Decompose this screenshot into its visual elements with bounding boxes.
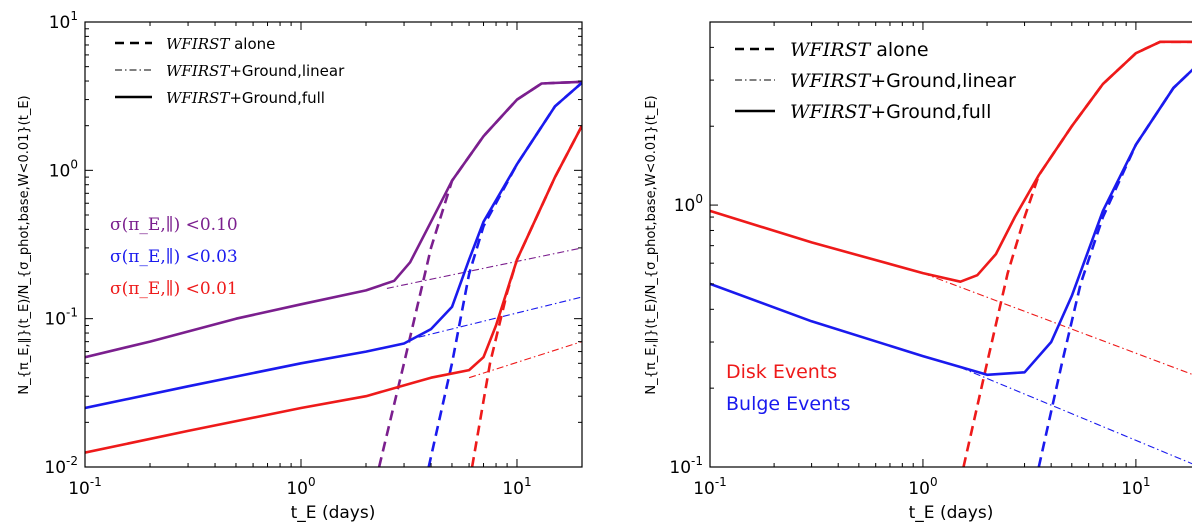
series-line-dashed-5 xyxy=(1037,68,1192,467)
series-line-dashed-5 xyxy=(427,81,582,467)
annotation-disk-events: Disk Events xyxy=(726,361,837,383)
y-axis-label-right: N_{π_E,∥}(t_E)/N_{σ_phot,base,W<0.01}(t_… xyxy=(644,95,659,394)
y-tick-label: 10-1 xyxy=(44,306,78,330)
plot-area-right xyxy=(710,40,1192,467)
annotation-sigma-003: σ(π_E,∥) <0.03 xyxy=(110,247,238,267)
series-line-solid-3 xyxy=(85,81,582,410)
legend-entry-2: WFIRST+Ground,linear xyxy=(166,62,345,80)
plot-area-left xyxy=(85,80,582,467)
x-tick-label: 100 xyxy=(286,475,315,499)
x-axis-label-right: t_E (days) xyxy=(909,503,994,523)
y-axis-label-left: N_{π_E,∥}(t_E)/N_{σ_phot,base,W<0.01}(t_… xyxy=(17,95,32,394)
y-tick-label: 100 xyxy=(49,157,78,181)
legend-entry-1: WFIRST alone xyxy=(790,39,929,61)
x-tick-label: 101 xyxy=(502,475,531,499)
legend-entry-3: WFIRST+Ground,full xyxy=(166,89,325,107)
series-line-solid-0 xyxy=(85,80,582,359)
series-line-dashdot-1 xyxy=(386,247,582,289)
y-tick-label: 10-2 xyxy=(44,454,78,478)
series-line-dashed-2 xyxy=(377,80,582,467)
legend-left: WFIRST alone WFIRST+Ground,linear WFIRST… xyxy=(115,35,345,107)
x-tick-label: 101 xyxy=(1121,475,1150,499)
series-line-dashdot-1 xyxy=(922,272,1192,375)
annotation-sigma-001: σ(π_E,∥) <0.01 xyxy=(110,279,238,299)
chart-right: 10-1 100 101 10-1 100 WFIRST alone WFIRST+Gr… xyxy=(644,21,1192,523)
series-line-dashed-8 xyxy=(470,125,582,467)
axes-frame-left xyxy=(84,21,583,468)
legend-entry-3: WFIRST+Ground,full xyxy=(790,101,991,123)
x-tick-label: 10-1 xyxy=(68,475,102,499)
legend-entry-2: WFIRST+Ground,linear xyxy=(790,70,1016,92)
x-tick-label: 10-1 xyxy=(693,475,727,499)
annotation-bulge-events: Bulge Events xyxy=(726,393,850,415)
series-line-dashdot-7 xyxy=(468,341,582,379)
axes-frame-right xyxy=(709,21,1192,468)
annotation-sigma-010: σ(π_E,∥) <0.10 xyxy=(110,215,238,235)
x-axis-label-left: t_E (days) xyxy=(291,503,376,523)
y-tick-label: 10-1 xyxy=(669,454,703,478)
y-tick-label: 101 xyxy=(49,9,78,33)
series-line-dashdot-4 xyxy=(960,366,1192,465)
x-tick-label: 100 xyxy=(908,475,937,499)
series-line-dashed-2 xyxy=(962,40,1192,467)
legend-right: WFIRST alone WFIRST+Ground,linear WFIRST… xyxy=(735,39,1016,123)
legend-entry-1: WFIRST alone xyxy=(166,35,275,53)
y-tick-label: 100 xyxy=(674,192,703,216)
